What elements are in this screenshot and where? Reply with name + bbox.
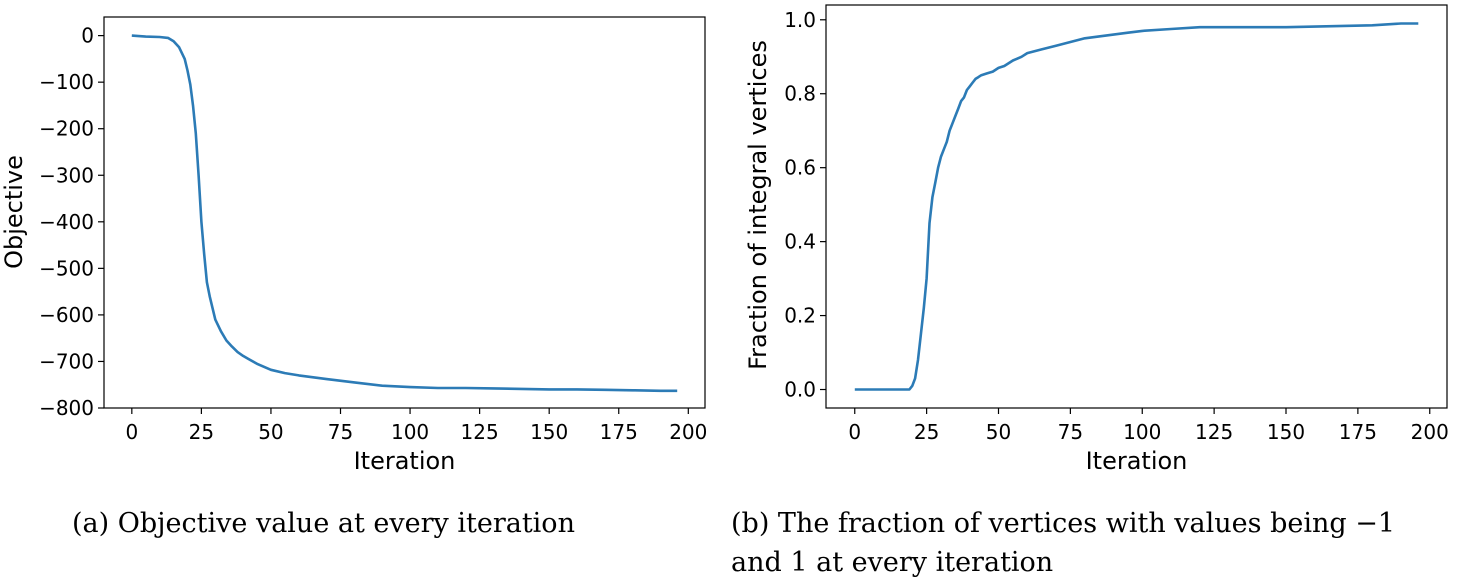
x-tick-label: 100 xyxy=(1123,420,1161,444)
y-axis-label: Objective xyxy=(0,155,28,269)
caption-b-line-1: (b) The fraction of vertices with values… xyxy=(731,508,1396,539)
x-tick-label: 150 xyxy=(530,420,568,444)
x-tick-label: 50 xyxy=(258,420,283,444)
y-tick-label: 1.0 xyxy=(784,8,816,32)
y-tick-label: 0.0 xyxy=(784,378,816,402)
x-tick-label: 0 xyxy=(125,420,138,444)
series-line-fraction xyxy=(854,22,1419,391)
y-tick-label: −600 xyxy=(39,303,94,327)
series-line-objective xyxy=(131,34,678,393)
y-tick-label: −700 xyxy=(39,349,94,373)
x-axis-label: Iteration xyxy=(354,447,456,475)
y-tick-label: 0.8 xyxy=(784,82,816,106)
plot-frame xyxy=(103,16,706,409)
y-tick-label: 0.2 xyxy=(784,304,816,328)
y-tick-label: 0 xyxy=(81,24,94,48)
caption-a: (a) Objective value at every iteration xyxy=(72,508,575,539)
y-axis-label: Fraction of integral vertices xyxy=(744,40,772,370)
x-tick-label: 125 xyxy=(461,420,499,444)
x-tick-label: 25 xyxy=(189,420,214,444)
chart-fraction: 0 25 50 75 100 125 150 175 200 0.0 0.2 0.4 0.6 0.8 1.0… xyxy=(744,4,1449,475)
y-tick-label: −800 xyxy=(39,396,94,420)
x-tick-label: 25 xyxy=(914,420,939,444)
y-tick-label: −500 xyxy=(39,256,94,280)
x-tick-label: 175 xyxy=(600,420,638,444)
y-tick-label: −100 xyxy=(39,70,94,94)
x-tick-label: 200 xyxy=(1411,420,1449,444)
y-tick-label: −400 xyxy=(39,210,94,234)
x-tick-label: 125 xyxy=(1195,420,1233,444)
y-tick-label: 0.4 xyxy=(784,230,816,254)
x-tick-label: 150 xyxy=(1267,420,1305,444)
y-tick-label: −300 xyxy=(39,163,94,187)
x-tick-label: 0 xyxy=(848,420,861,444)
x-tick-label: 50 xyxy=(986,420,1011,444)
x-axis-label: Iteration xyxy=(1086,447,1188,475)
chart-objective: 0 25 50 75 100 125 150 175 200 0 −100 −200 −300 −400 −… xyxy=(0,16,707,475)
caption-b-line-2: and 1 at every iteration xyxy=(731,547,1054,578)
x-tick-label: 75 xyxy=(1058,420,1083,444)
x-tick-label: 100 xyxy=(391,420,429,444)
x-tick-label: 200 xyxy=(669,420,707,444)
x-tick-label: 75 xyxy=(328,420,353,444)
y-tick-label: −200 xyxy=(39,117,94,141)
plot-frame xyxy=(825,4,1448,409)
figure-charts: 0 25 50 75 100 125 150 175 200 0 −100 −200 −300 −400 −… xyxy=(0,4,1449,475)
y-tick-label: 0.6 xyxy=(784,156,816,180)
x-tick-label: 175 xyxy=(1339,420,1377,444)
